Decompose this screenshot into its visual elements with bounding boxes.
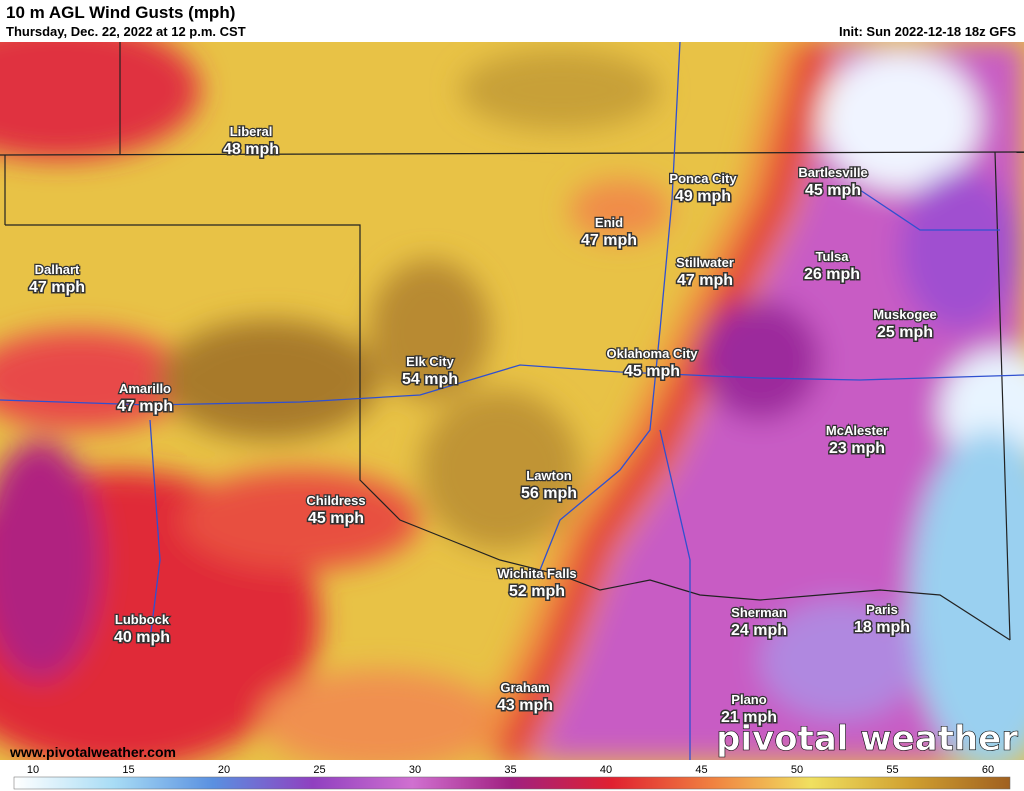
- colorbar-tick-label: 10: [27, 764, 39, 776]
- colorbar-tick-label: 35: [504, 764, 516, 776]
- city-name: McAlester: [826, 423, 888, 438]
- city-value: 21 mph: [721, 709, 777, 726]
- colorbar-ticks: 10 15 20 25 30 35 40 45 50 55 60: [27, 764, 994, 776]
- website: www.pivotalweather.com: [9, 744, 176, 760]
- city-value: 45 mph: [308, 510, 364, 527]
- city-value: 47 mph: [677, 272, 733, 289]
- title: 10 m AGL Wind Gusts (mph): [6, 3, 236, 22]
- colorbar-tick-label: 55: [886, 764, 898, 776]
- city-value: 18 mph: [854, 619, 910, 636]
- city-name: Oklahoma City: [606, 346, 698, 361]
- city-name: Lubbock: [115, 612, 170, 627]
- city-value: 45 mph: [805, 182, 861, 199]
- colorbar: [13, 776, 1011, 790]
- colorbar-tick-label: 15: [122, 764, 134, 776]
- city-value: 23 mph: [829, 440, 885, 457]
- city-name: Amarillo: [119, 381, 171, 396]
- city-value: 48 mph: [223, 141, 279, 158]
- colorbar-tick-label: 50: [791, 764, 803, 776]
- field: [0, 42, 1024, 760]
- city-name: Tulsa: [816, 249, 850, 264]
- city-name: Childress: [306, 493, 365, 508]
- city-name: Lawton: [526, 468, 572, 483]
- city-value: 54 mph: [402, 371, 458, 388]
- city-labels: Liberal 48 mph Dalhart 47 mph Amarillo 47 mph…: [27, 123, 938, 728]
- city-name: Dalhart: [35, 262, 80, 277]
- city-name: Liberal: [230, 124, 273, 139]
- city-value: 43 mph: [497, 697, 553, 714]
- city-value: 49 mph: [675, 188, 731, 205]
- city-name: Muskogee: [873, 307, 937, 322]
- city-value: 40 mph: [114, 629, 170, 646]
- colorbar-tick-label: 40: [600, 764, 612, 776]
- city-name: Stillwater: [676, 255, 734, 270]
- city-value: 47 mph: [581, 232, 637, 249]
- city-name: Graham: [500, 680, 549, 695]
- city-value: 24 mph: [731, 622, 787, 639]
- city-name: Ponca City: [669, 171, 737, 186]
- city-value: 26 mph: [804, 266, 860, 283]
- subtitle: Thursday, Dec. 22, 2022 at 12 p.m. CST: [6, 24, 246, 39]
- city-value: 47 mph: [117, 398, 173, 415]
- city-value: 45 mph: [624, 363, 680, 380]
- city-value: 47 mph: [29, 279, 85, 296]
- city-name: Sherman: [731, 605, 787, 620]
- colorbar-tick-label: 45: [695, 764, 707, 776]
- colorbar-tick-label: 60: [982, 764, 994, 776]
- city-name: Bartlesville: [798, 165, 867, 180]
- city-name: Plano: [731, 692, 766, 707]
- colorbar-tick-label: 25: [313, 764, 325, 776]
- city-value: 56 mph: [521, 485, 577, 502]
- city-value: 25 mph: [877, 324, 933, 341]
- city-value: 52 mph: [509, 583, 565, 600]
- logo: pivotal weather: [716, 719, 1018, 759]
- city-name: Elk City: [406, 354, 454, 369]
- colorbar-tick-label: 20: [218, 764, 230, 776]
- city-name: Enid: [595, 215, 623, 230]
- city-name: Paris: [866, 602, 898, 617]
- city-name: Wichita Falls: [497, 566, 576, 581]
- init-time: Init: Sun 2022-12-18 18z GFS: [838, 24, 1016, 39]
- colorbar-tick-label: 30: [409, 764, 421, 776]
